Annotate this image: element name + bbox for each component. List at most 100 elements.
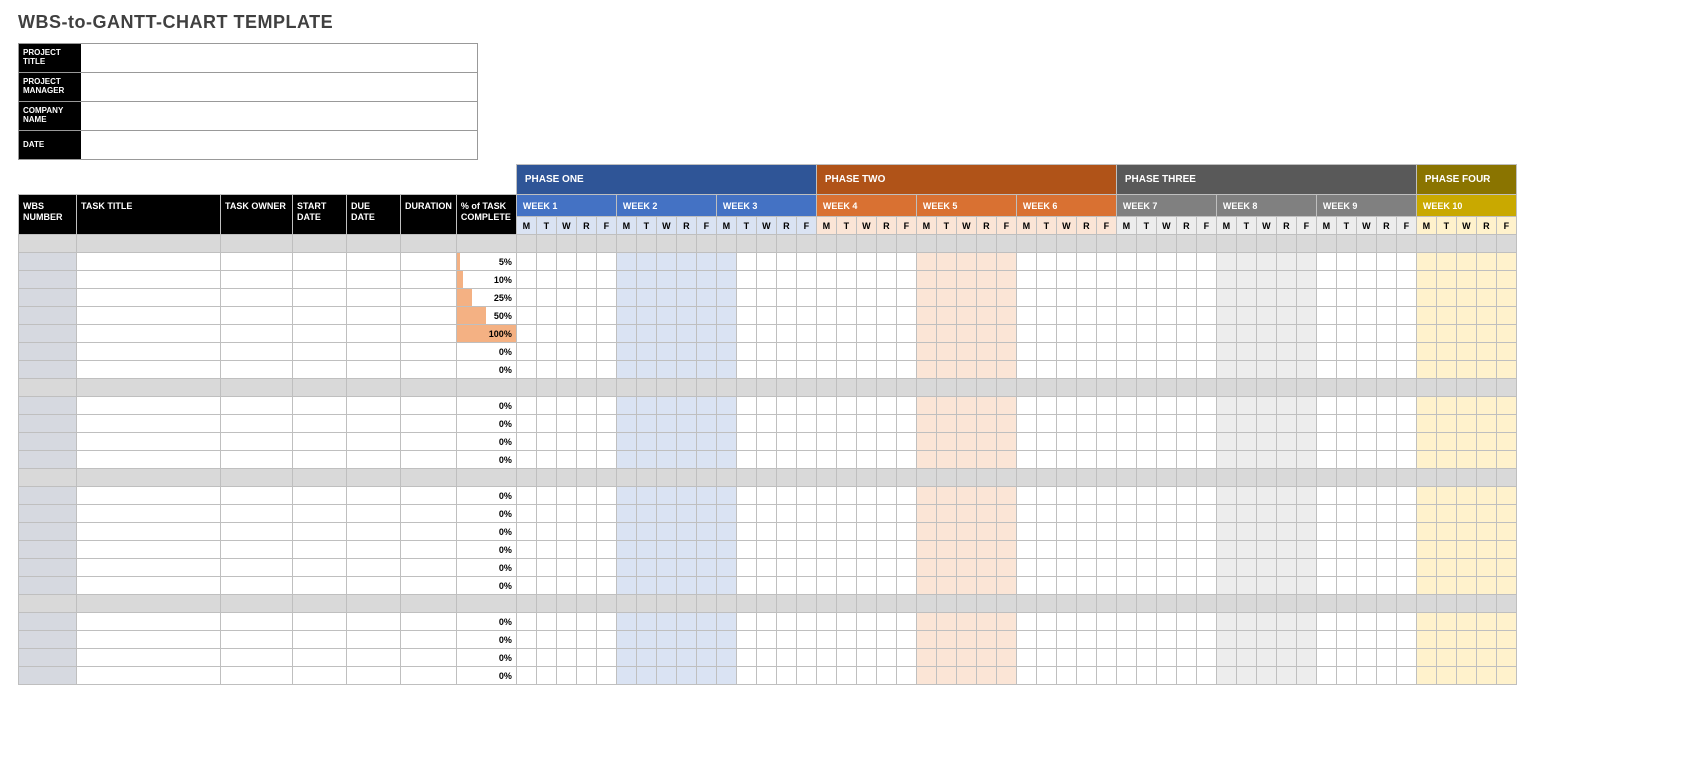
gantt-day-cell[interactable] bbox=[1416, 577, 1436, 595]
gantt-day-cell[interactable] bbox=[996, 631, 1016, 649]
gantt-day-cell[interactable] bbox=[1216, 271, 1236, 289]
gantt-day-cell[interactable] bbox=[876, 541, 896, 559]
gantt-day-cell[interactable] bbox=[596, 325, 616, 343]
gantt-day-cell[interactable] bbox=[1496, 523, 1516, 541]
gantt-day-cell[interactable] bbox=[916, 325, 936, 343]
wbs-number-cell[interactable] bbox=[19, 451, 77, 469]
pct-complete-cell[interactable]: 0% bbox=[456, 559, 516, 577]
gantt-day-cell[interactable] bbox=[776, 649, 796, 667]
gantt-day-cell[interactable] bbox=[956, 397, 976, 415]
gantt-day-cell[interactable] bbox=[1276, 577, 1296, 595]
gantt-day-cell[interactable] bbox=[816, 541, 836, 559]
task-cell[interactable] bbox=[293, 613, 347, 631]
gantt-day-cell[interactable] bbox=[996, 577, 1016, 595]
task-cell[interactable] bbox=[77, 451, 221, 469]
gantt-day-cell[interactable] bbox=[656, 253, 676, 271]
gantt-day-cell[interactable] bbox=[1496, 505, 1516, 523]
gantt-day-cell[interactable] bbox=[716, 613, 736, 631]
gantt-day-cell[interactable] bbox=[556, 397, 576, 415]
gantt-day-cell[interactable] bbox=[516, 613, 536, 631]
gantt-day-cell[interactable] bbox=[596, 613, 616, 631]
gantt-day-cell[interactable] bbox=[1116, 325, 1136, 343]
gantt-day-cell[interactable] bbox=[536, 343, 556, 361]
gantt-day-cell[interactable] bbox=[1196, 559, 1216, 577]
gantt-day-cell[interactable] bbox=[696, 631, 716, 649]
gantt-day-cell[interactable] bbox=[556, 541, 576, 559]
gantt-day-cell[interactable] bbox=[796, 451, 816, 469]
gantt-day-cell[interactable] bbox=[1276, 649, 1296, 667]
gantt-day-cell[interactable] bbox=[1096, 631, 1116, 649]
gantt-day-cell[interactable] bbox=[776, 361, 796, 379]
gantt-day-cell[interactable] bbox=[836, 541, 856, 559]
gantt-day-cell[interactable] bbox=[1376, 541, 1396, 559]
gantt-day-cell[interactable] bbox=[1076, 523, 1096, 541]
gantt-day-cell[interactable] bbox=[776, 505, 796, 523]
gantt-day-cell[interactable] bbox=[976, 361, 996, 379]
gantt-day-cell[interactable] bbox=[1136, 433, 1156, 451]
gantt-day-cell[interactable] bbox=[836, 397, 856, 415]
gantt-day-cell[interactable] bbox=[1236, 253, 1256, 271]
gantt-day-cell[interactable] bbox=[816, 253, 836, 271]
gantt-day-cell[interactable] bbox=[1316, 541, 1336, 559]
task-cell[interactable] bbox=[401, 631, 457, 649]
gantt-day-cell[interactable] bbox=[1316, 271, 1336, 289]
gantt-day-cell[interactable] bbox=[1256, 649, 1276, 667]
gantt-day-cell[interactable] bbox=[1476, 361, 1496, 379]
gantt-day-cell[interactable] bbox=[816, 271, 836, 289]
gantt-day-cell[interactable] bbox=[976, 505, 996, 523]
gantt-day-cell[interactable] bbox=[1316, 667, 1336, 685]
task-cell[interactable] bbox=[77, 631, 221, 649]
gantt-day-cell[interactable] bbox=[636, 433, 656, 451]
gantt-day-cell[interactable] bbox=[1316, 523, 1336, 541]
gantt-day-cell[interactable] bbox=[1216, 325, 1236, 343]
gantt-day-cell[interactable] bbox=[1056, 253, 1076, 271]
gantt-day-cell[interactable] bbox=[1116, 361, 1136, 379]
pct-complete-cell[interactable]: 0% bbox=[456, 667, 516, 685]
gantt-day-cell[interactable] bbox=[556, 343, 576, 361]
gantt-day-cell[interactable] bbox=[716, 667, 736, 685]
gantt-day-cell[interactable] bbox=[636, 343, 656, 361]
gantt-day-cell[interactable] bbox=[516, 397, 536, 415]
task-cell[interactable] bbox=[401, 271, 457, 289]
gantt-day-cell[interactable] bbox=[1136, 505, 1156, 523]
gantt-day-cell[interactable] bbox=[1296, 253, 1316, 271]
gantt-day-cell[interactable] bbox=[836, 451, 856, 469]
gantt-day-cell[interactable] bbox=[1036, 397, 1056, 415]
gantt-day-cell[interactable] bbox=[896, 541, 916, 559]
gantt-day-cell[interactable] bbox=[556, 253, 576, 271]
gantt-day-cell[interactable] bbox=[1236, 307, 1256, 325]
gantt-day-cell[interactable] bbox=[916, 271, 936, 289]
gantt-day-cell[interactable] bbox=[916, 487, 936, 505]
gantt-day-cell[interactable] bbox=[1236, 397, 1256, 415]
gantt-day-cell[interactable] bbox=[796, 325, 816, 343]
gantt-day-cell[interactable] bbox=[756, 343, 776, 361]
gantt-day-cell[interactable] bbox=[856, 577, 876, 595]
gantt-day-cell[interactable] bbox=[536, 325, 556, 343]
gantt-day-cell[interactable] bbox=[1076, 325, 1096, 343]
gantt-day-cell[interactable] bbox=[636, 325, 656, 343]
gantt-day-cell[interactable] bbox=[656, 289, 676, 307]
gantt-day-cell[interactable] bbox=[836, 307, 856, 325]
gantt-day-cell[interactable] bbox=[656, 577, 676, 595]
task-cell[interactable] bbox=[401, 523, 457, 541]
gantt-day-cell[interactable] bbox=[1016, 325, 1036, 343]
gantt-day-cell[interactable] bbox=[756, 541, 776, 559]
gantt-day-cell[interactable] bbox=[736, 631, 756, 649]
gantt-day-cell[interactable] bbox=[636, 307, 656, 325]
gantt-day-cell[interactable] bbox=[936, 253, 956, 271]
gantt-day-cell[interactable] bbox=[1216, 415, 1236, 433]
gantt-day-cell[interactable] bbox=[1156, 631, 1176, 649]
gantt-day-cell[interactable] bbox=[876, 577, 896, 595]
gantt-day-cell[interactable] bbox=[976, 271, 996, 289]
gantt-day-cell[interactable] bbox=[1336, 361, 1356, 379]
gantt-day-cell[interactable] bbox=[836, 343, 856, 361]
gantt-day-cell[interactable] bbox=[1036, 505, 1056, 523]
gantt-day-cell[interactable] bbox=[576, 667, 596, 685]
gantt-day-cell[interactable] bbox=[1296, 451, 1316, 469]
gantt-day-cell[interactable] bbox=[1336, 631, 1356, 649]
gantt-day-cell[interactable] bbox=[596, 451, 616, 469]
gantt-day-cell[interactable] bbox=[1416, 361, 1436, 379]
gantt-day-cell[interactable] bbox=[1056, 307, 1076, 325]
gantt-day-cell[interactable] bbox=[1076, 343, 1096, 361]
gantt-day-cell[interactable] bbox=[1116, 289, 1136, 307]
